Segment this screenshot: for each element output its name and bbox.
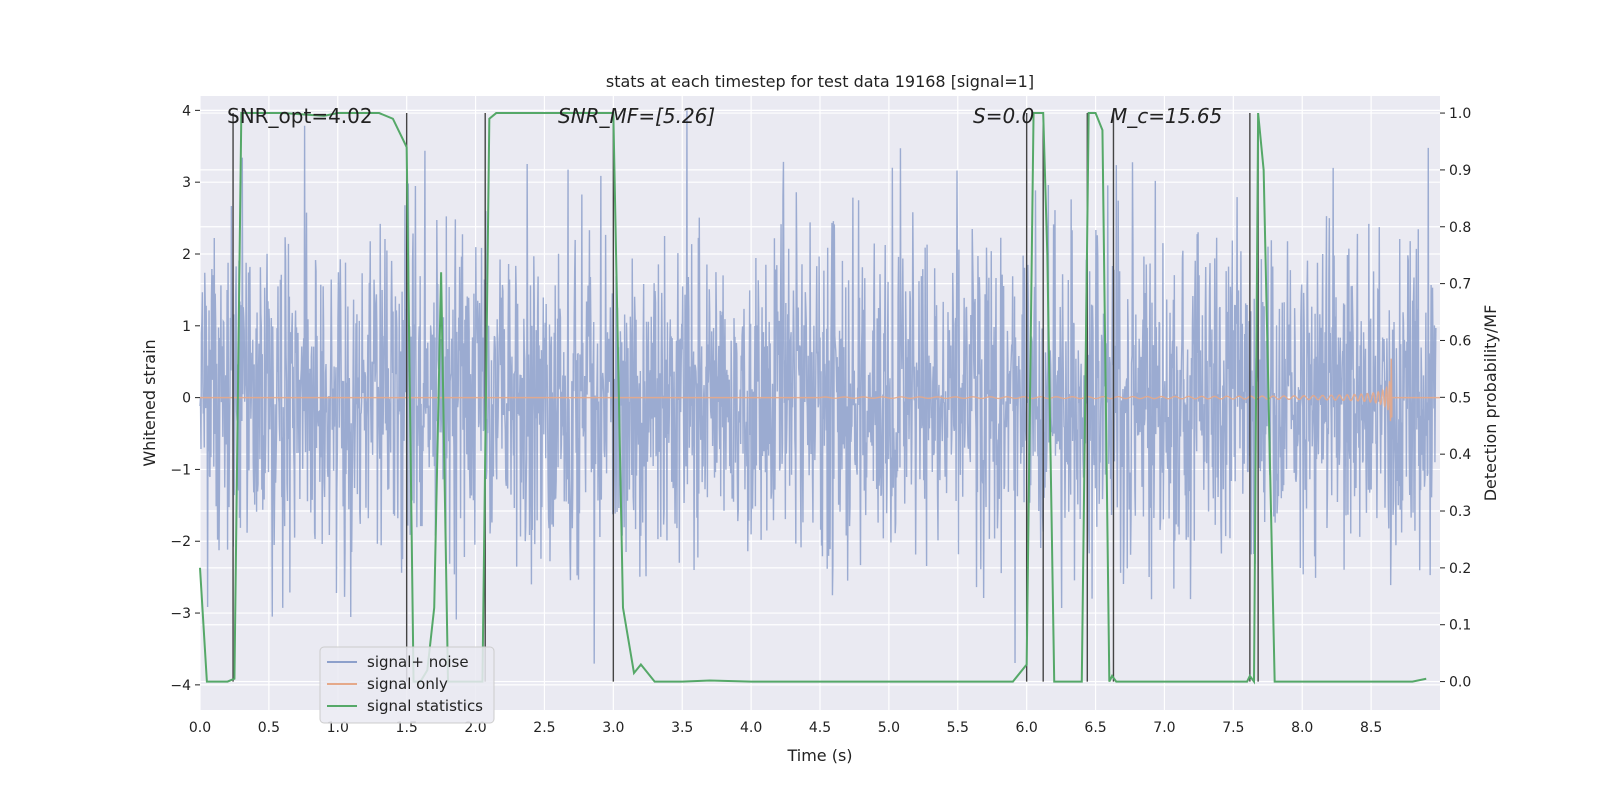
y2-axis-ticks: 1.0 0.9 0.8 0.7 0.6 0.5 0.4 0.3 0.2 0.1 0.0	[1440, 106, 1471, 691]
y-tick-label: 4	[182, 103, 191, 119]
x-tick-label: 3.0	[602, 720, 624, 736]
y2-tick-label: 0.5	[1449, 390, 1471, 406]
x-tick-label: 5.0	[878, 720, 900, 736]
legend: signal+ noise signal only signal statist…	[319, 646, 495, 724]
x-tick-label: 5.5	[947, 720, 969, 736]
x-tick-label: 8.5	[1360, 720, 1382, 736]
annotation-mc: M_c=15.65	[1110, 104, 1222, 128]
x-tick-label: 6.5	[1084, 720, 1106, 736]
y2-tick-label: 0.3	[1449, 504, 1471, 520]
legend-label-stats: signal statistics	[367, 697, 483, 715]
x-tick-label: 0.0	[189, 720, 211, 736]
x-tick-label: 8.0	[1291, 720, 1313, 736]
y2-tick-label: 0.7	[1449, 277, 1471, 293]
y2-tick-label: 0.8	[1449, 220, 1471, 236]
legend-frame	[319, 646, 495, 724]
x-tick-label: 7.5	[1222, 720, 1244, 736]
y-tick-label: −4	[170, 678, 191, 694]
annotation-snr-opt: SNR_opt=4.02	[227, 104, 373, 128]
annotation-s: S=0.0	[973, 104, 1034, 128]
y-tick-label: −2	[170, 534, 191, 550]
y-tick-label: 2	[182, 247, 191, 263]
y2-tick-label: 0.2	[1449, 561, 1471, 577]
y2-tick-label: 0.0	[1449, 675, 1471, 691]
x-tick-label: 7.0	[1153, 720, 1175, 736]
x-tick-label: 2.5	[533, 720, 555, 736]
y-tick-label: −3	[170, 606, 191, 622]
y2-tick-label: 0.1	[1449, 618, 1471, 634]
x-tick-label: 0.5	[258, 720, 280, 736]
x-tick-label: 2.0	[464, 720, 486, 736]
legend-label-signal: signal only	[367, 675, 448, 693]
x-tick-label: 3.5	[671, 720, 693, 736]
y2-tick-label: 1.0	[1449, 106, 1471, 122]
x-tick-label: 1.0	[327, 720, 349, 736]
y-tick-label: −1	[170, 462, 191, 478]
chart-title: stats at each timestep for test data 191…	[606, 72, 1034, 91]
y2-tick-label: 0.6	[1449, 333, 1471, 349]
x-axis-ticks: 0.0 0.5 1.0 1.5 2.0 2.5 3.0 3.5 4.0 4.5 5.0 5.5 6.0 6…	[189, 720, 1382, 736]
statistics-line	[199, 112, 1427, 685]
y2-axis-label: Detection probability/MF	[1481, 305, 1500, 502]
y-tick-label: 1	[182, 319, 191, 335]
legend-label-noise: signal+ noise	[367, 653, 469, 671]
y2-tick-label: 0.4	[1449, 447, 1471, 463]
x-tick-label: 6.0	[1016, 720, 1038, 736]
x-tick-label: 4.0	[740, 720, 762, 736]
x-tick-label: 4.5	[809, 720, 831, 736]
y-axis-label: Whitened strain	[140, 339, 159, 466]
y-axis-ticks: 4 3 2 1 0 −1 −2 −3 −4	[170, 103, 200, 694]
annotation-snr-mf: SNR_MF=[5.26]	[558, 104, 715, 128]
y-tick-label: 3	[182, 175, 191, 191]
series-signal-statistics	[199, 112, 1427, 685]
x-axis-label: Time (s)	[786, 746, 852, 765]
x-tick-label: 1.5	[396, 720, 418, 736]
y2-tick-label: 0.9	[1449, 163, 1471, 179]
y-tick-label: 0	[182, 391, 191, 407]
